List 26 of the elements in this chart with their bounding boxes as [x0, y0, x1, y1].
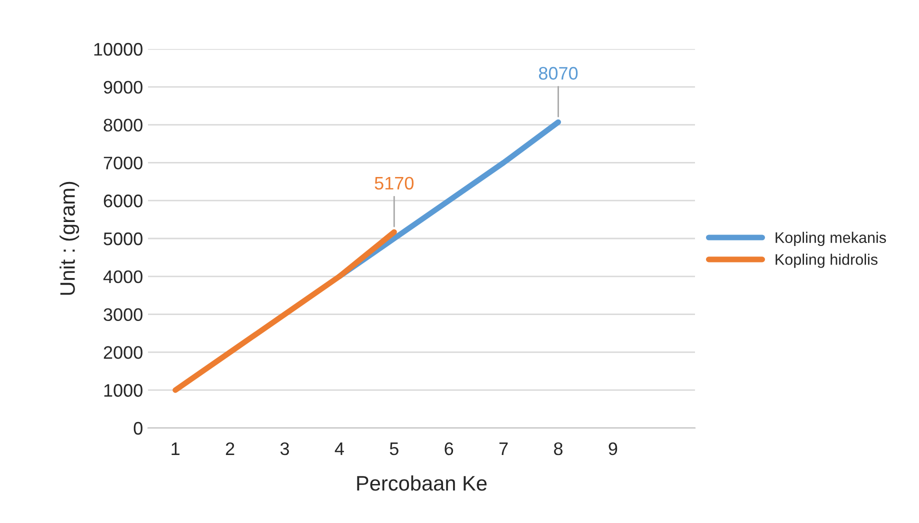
data-label: 5170	[374, 176, 414, 190]
y-tick-label: 6000	[104, 194, 142, 208]
x-tick-label: 5	[390, 442, 398, 456]
legend-label: Kopling hidrolis	[776, 254, 878, 268]
y-tick-label: 7000	[104, 156, 142, 170]
x-tick-label: 6	[444, 442, 454, 456]
y-tick-label: 1000	[104, 384, 142, 397]
x-tick-label: 8	[554, 442, 562, 456]
y-tick-label: 8000	[104, 118, 142, 132]
x-tick-label: 9	[608, 442, 618, 456]
x-tick-label: 2	[226, 442, 234, 455]
y-tick-label: 10000	[94, 42, 142, 56]
y-tick-label: 3000	[104, 308, 142, 322]
y-tick-label: 9000	[104, 80, 142, 94]
data-label: 8070	[538, 66, 578, 80]
y-tick-label: 2000	[104, 346, 142, 359]
x-tick-label: 3	[280, 442, 289, 456]
x-tick-label: 1	[172, 442, 180, 455]
y-tick-label: 0	[134, 422, 142, 435]
y-tick-label: 5000	[104, 232, 142, 246]
x-tick-label: 7	[499, 442, 508, 455]
x-axis-title: Percobaan Ke	[357, 475, 487, 491]
y-axis-title: Unit : (gram)	[60, 182, 80, 295]
legend-label: Kopling mekanis	[776, 232, 886, 246]
y-tick-label: 4000	[103, 270, 142, 284]
x-tick-label: 4	[334, 442, 344, 455]
